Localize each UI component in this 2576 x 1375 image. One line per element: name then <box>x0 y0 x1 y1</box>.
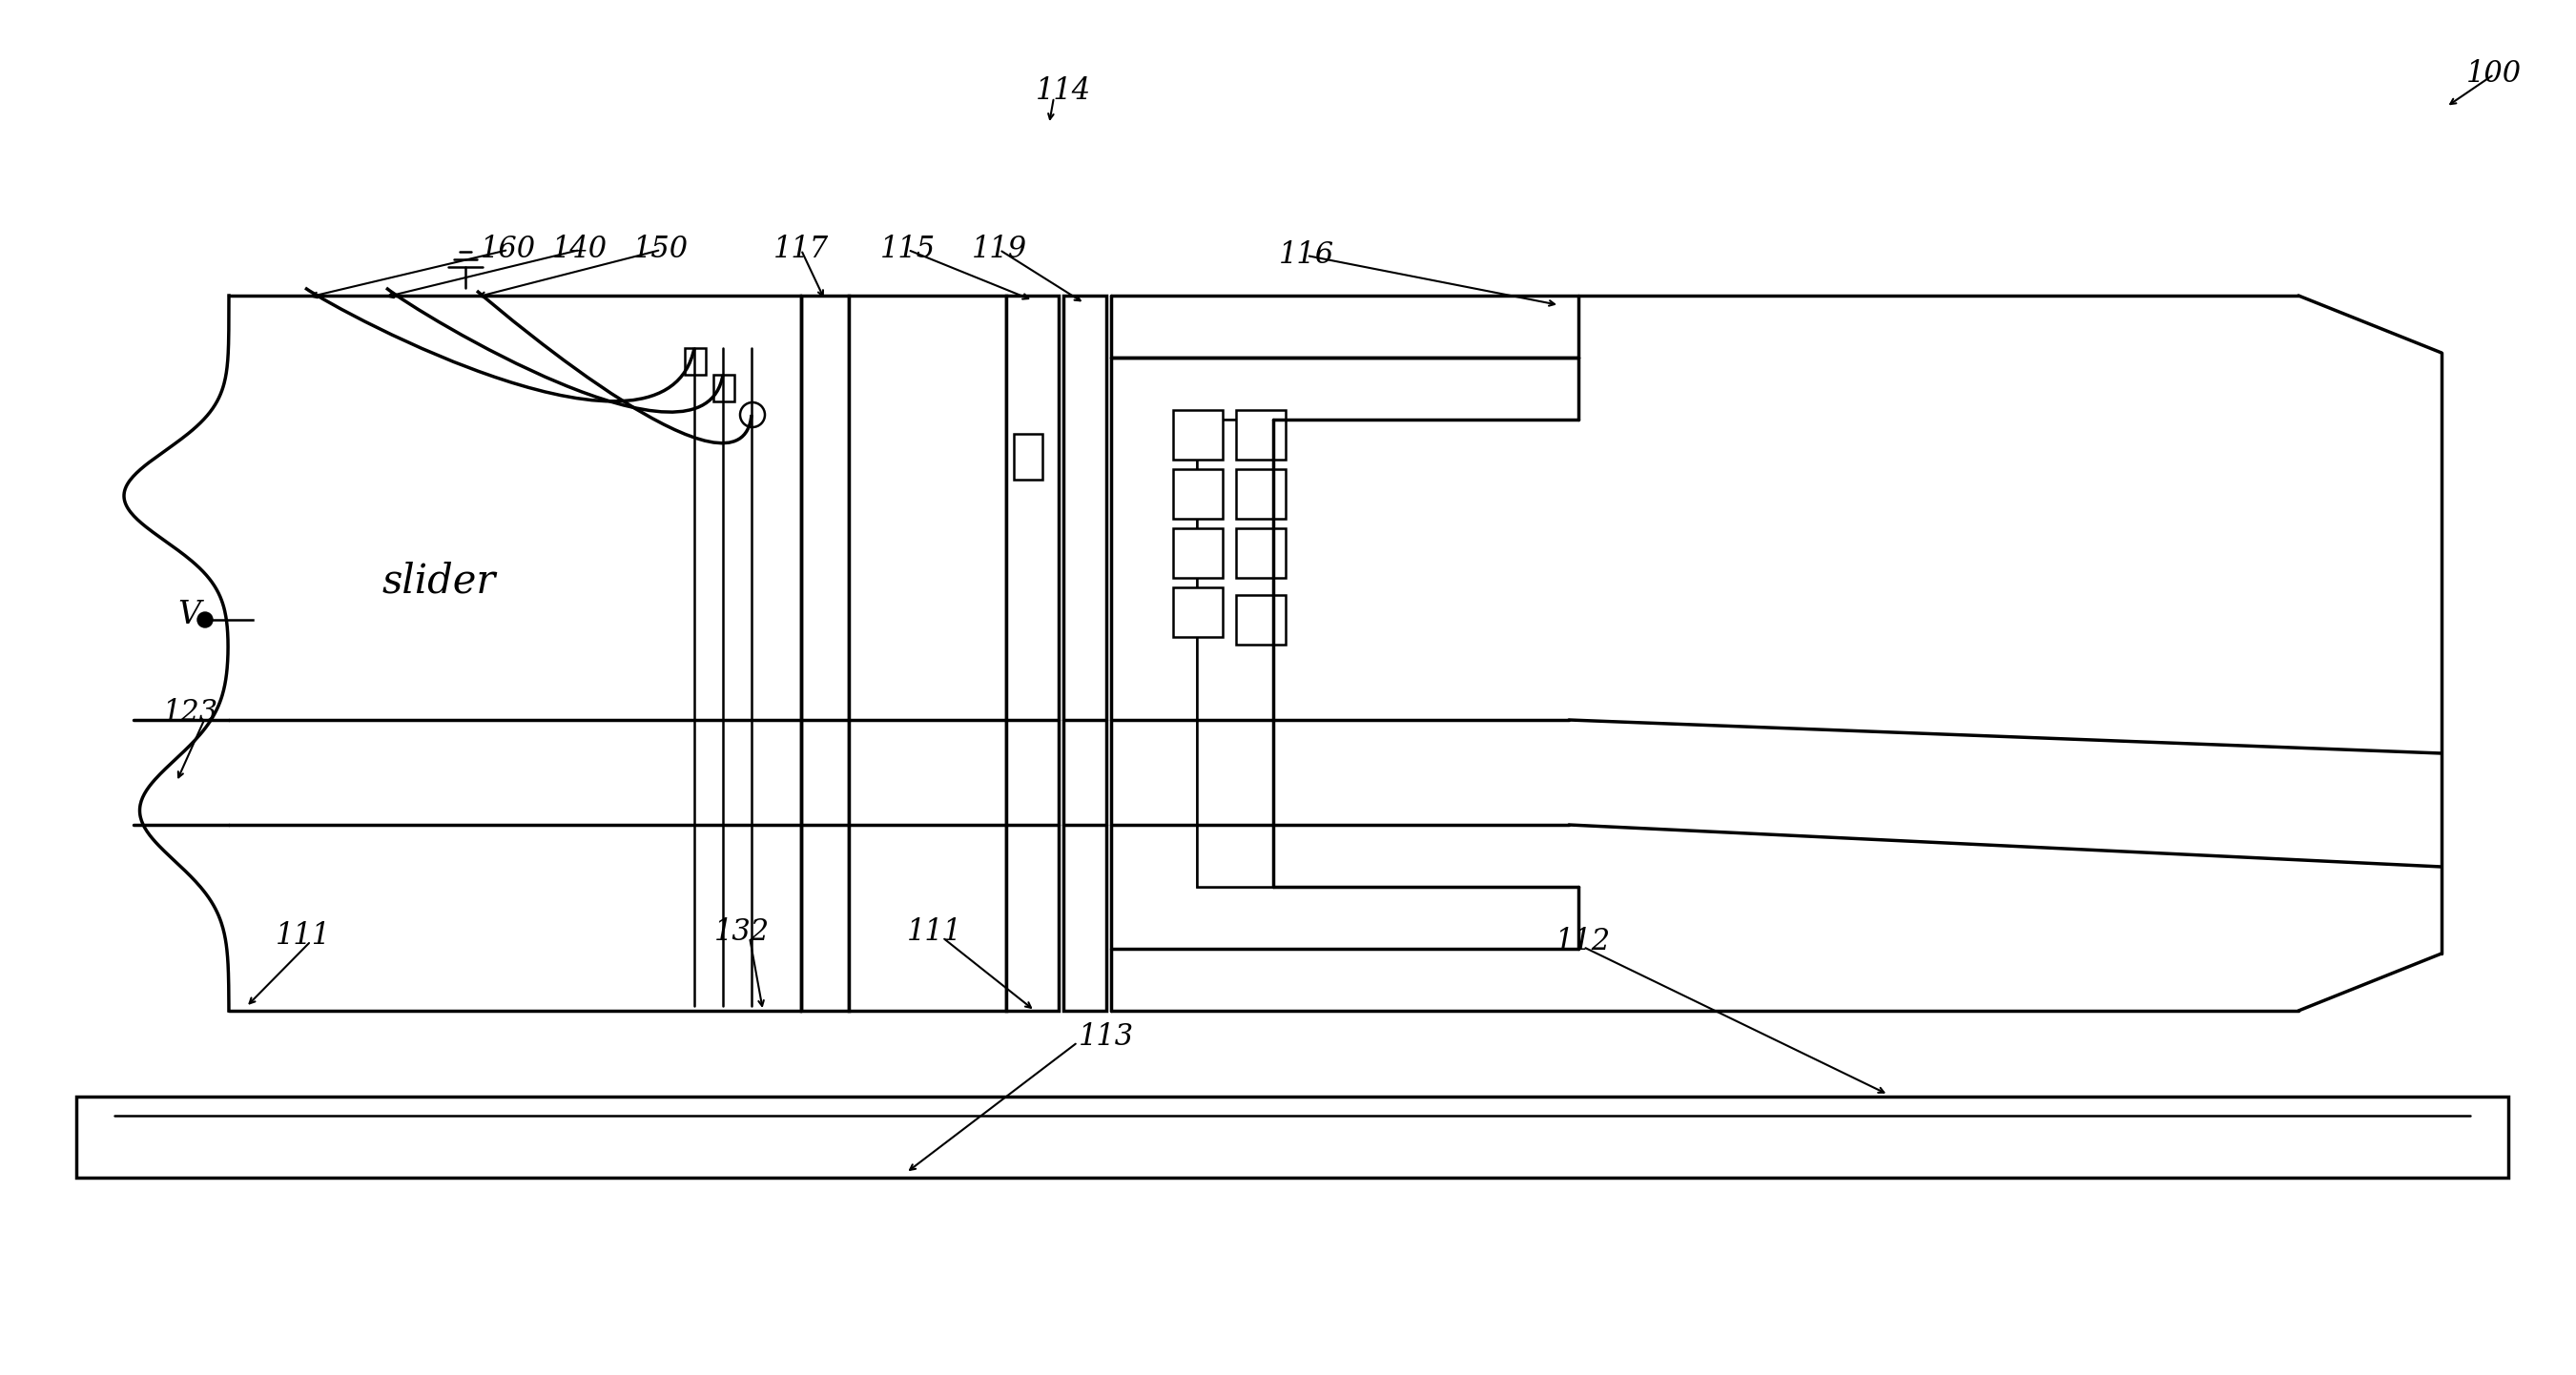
Text: slider: slider <box>381 561 495 602</box>
Text: 150: 150 <box>634 235 688 264</box>
Text: 111: 111 <box>276 921 330 952</box>
Bar <box>1007 296 1059 1011</box>
Bar <box>714 375 734 402</box>
Bar <box>1172 469 1224 518</box>
Text: 160: 160 <box>482 235 536 264</box>
Text: 114: 114 <box>1036 76 1092 106</box>
Bar <box>1236 528 1285 578</box>
Text: 132: 132 <box>714 917 770 947</box>
Text: 112: 112 <box>1556 927 1610 957</box>
Text: 111: 111 <box>907 917 963 947</box>
Bar <box>1064 296 1105 1011</box>
Bar <box>1198 419 1273 887</box>
Text: V: V <box>178 600 201 630</box>
Bar <box>1236 469 1285 518</box>
Bar <box>801 296 850 1011</box>
Text: 119: 119 <box>971 235 1028 264</box>
Text: 100: 100 <box>2465 59 2522 89</box>
Text: 113: 113 <box>1079 1023 1133 1052</box>
Bar <box>1236 595 1285 645</box>
Text: 117: 117 <box>773 235 829 264</box>
Bar <box>1172 528 1224 578</box>
Bar <box>1236 410 1285 459</box>
Text: 140: 140 <box>551 235 608 264</box>
Bar <box>1172 410 1224 459</box>
Ellipse shape <box>739 403 765 428</box>
Text: 115: 115 <box>881 235 935 264</box>
Bar <box>850 296 1007 1011</box>
Bar <box>1198 419 1273 887</box>
Text: 116: 116 <box>1278 241 1334 271</box>
Circle shape <box>198 612 214 627</box>
Bar <box>77 1097 2509 1177</box>
Bar <box>1172 587 1224 637</box>
Bar <box>1015 435 1043 480</box>
Text: 123: 123 <box>162 699 219 727</box>
Bar <box>685 348 706 375</box>
